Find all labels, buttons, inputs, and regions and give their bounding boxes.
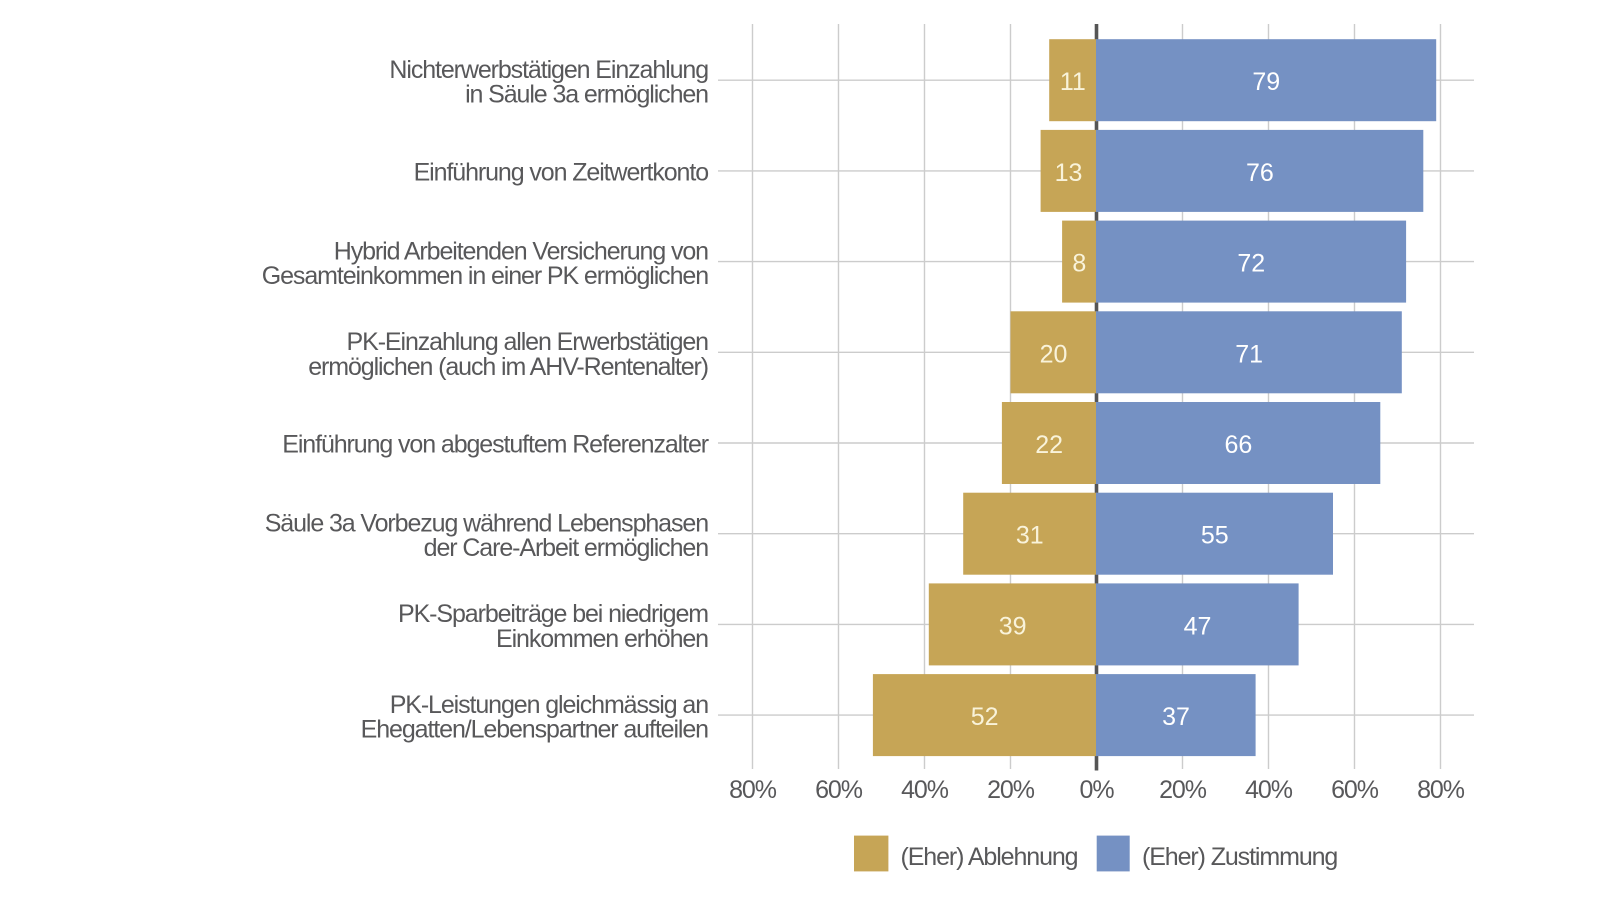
svg-text:40%: 40% xyxy=(901,776,949,804)
svg-text:0%: 0% xyxy=(1080,776,1115,804)
svg-text:47: 47 xyxy=(1184,612,1212,640)
svg-text:76: 76 xyxy=(1246,159,1274,187)
svg-text:71: 71 xyxy=(1235,340,1263,368)
svg-text:60%: 60% xyxy=(1331,776,1379,804)
svg-text:Einführung von abgestuftem Ref: Einführung von abgestuftem Referenzalter xyxy=(282,431,709,459)
svg-text:Ehegatten/Lebenspartner auftei: Ehegatten/Lebenspartner aufteilen xyxy=(361,716,709,744)
svg-text:Säule 3a Vorbezug während Lebe: Säule 3a Vorbezug während Lebensphasen xyxy=(265,510,709,538)
svg-text:Nichterwerbstätigen Einzahlung: Nichterwerbstätigen Einzahlung xyxy=(389,56,708,84)
svg-text:66: 66 xyxy=(1224,431,1252,459)
svg-text:60%: 60% xyxy=(815,776,863,804)
svg-text:20: 20 xyxy=(1040,340,1068,368)
svg-text:52: 52 xyxy=(971,703,999,731)
svg-text:31: 31 xyxy=(1016,522,1044,550)
svg-text:37: 37 xyxy=(1162,703,1190,731)
svg-text:(Eher) Zustimmung: (Eher) Zustimmung xyxy=(1142,843,1337,871)
svg-text:40%: 40% xyxy=(1245,776,1293,804)
svg-text:80%: 80% xyxy=(729,776,777,804)
svg-text:22: 22 xyxy=(1035,431,1063,459)
svg-text:55: 55 xyxy=(1201,522,1229,550)
svg-text:der Care-Arbeit ermöglichen: der Care-Arbeit ermöglichen xyxy=(424,534,709,562)
svg-text:13: 13 xyxy=(1055,159,1083,187)
svg-text:80%: 80% xyxy=(1417,776,1465,804)
svg-text:PK-Sparbeiträge bei niedrigem: PK-Sparbeiträge bei niedrigem xyxy=(398,600,708,628)
svg-text:Gesamteinkommen in einer PK er: Gesamteinkommen in einer PK ermöglichen xyxy=(262,262,708,290)
svg-text:Einführung von Zeitwertkonto: Einführung von Zeitwertkonto xyxy=(414,158,709,186)
svg-text:Einkommen erhöhen: Einkommen erhöhen xyxy=(496,625,708,653)
svg-text:PK-Einzahlung allen Erwerbstät: PK-Einzahlung allen Erwerbstätigen xyxy=(347,328,709,356)
svg-text:PK-Leistungen gleichmässig an: PK-Leistungen gleichmässig an xyxy=(390,691,709,719)
svg-text:79: 79 xyxy=(1252,68,1280,96)
svg-text:20%: 20% xyxy=(1159,776,1207,804)
svg-text:20%: 20% xyxy=(987,776,1035,804)
svg-text:ermöglichen (auch im AHV-Rente: ermöglichen (auch im AHV-Rentenalter) xyxy=(308,353,708,381)
svg-text:39: 39 xyxy=(999,612,1027,640)
svg-text:72: 72 xyxy=(1237,250,1265,278)
svg-text:(Eher) Ablehnung: (Eher) Ablehnung xyxy=(901,843,1078,871)
svg-text:11: 11 xyxy=(1060,68,1086,96)
svg-text:Hybrid Arbeitenden Versicherun: Hybrid Arbeitenden Versicherung von xyxy=(334,237,708,265)
svg-text:8: 8 xyxy=(1072,250,1086,278)
svg-text:in Säule 3a ermöglichen: in Säule 3a ermöglichen xyxy=(465,81,708,109)
